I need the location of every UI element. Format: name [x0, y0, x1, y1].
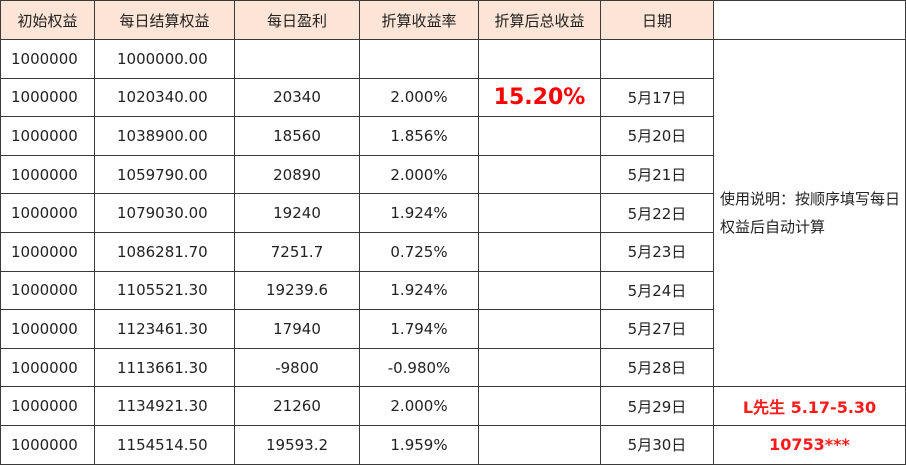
header-daily-settlement[interactable]: 每日结算权益: [94, 0, 235, 40]
header-empty[interactable]: [713, 0, 906, 40]
cell-daily-settlement[interactable]: 1154514.50: [94, 424, 235, 465]
cell-return-rate[interactable]: 1.924%: [359, 193, 479, 233]
cell-total-return[interactable]: [478, 386, 601, 426]
cell-daily-settlement[interactable]: 1059790.00: [94, 154, 235, 195]
cell-date[interactable]: 5月21日: [600, 154, 714, 195]
header-date[interactable]: 日期: [600, 0, 714, 40]
cell-daily-profit[interactable]: 19240: [234, 193, 360, 233]
table-row: 1000000 1123461.30 17940 1.794% 5月27日: [0, 309, 906, 349]
cell-daily-profit[interactable]: [234, 39, 360, 79]
cell-daily-profit[interactable]: 17940: [234, 309, 360, 349]
cell-date[interactable]: 5月20日: [600, 116, 714, 156]
cell-date[interactable]: 5月24日: [600, 270, 714, 311]
account-cell[interactable]: 10753***: [713, 424, 906, 465]
cell-daily-settlement[interactable]: 1086281.70: [94, 231, 235, 272]
cell-daily-settlement[interactable]: 1123461.30: [94, 309, 235, 349]
table-row: 1000000 1079030.00 19240 1.924% 5月22日: [0, 193, 906, 233]
cell-daily-profit[interactable]: 19593.2: [234, 424, 360, 465]
cell-daily-settlement[interactable]: 1020340.00: [94, 77, 235, 118]
cell-return-rate[interactable]: 1.794%: [359, 309, 479, 349]
header-daily-profit[interactable]: 每日盈利: [234, 0, 360, 40]
cell-date[interactable]: 5月17日: [600, 77, 714, 118]
cell-total-return[interactable]: 15.20%: [478, 77, 601, 118]
cell-daily-settlement[interactable]: 1000000.00: [94, 39, 235, 79]
cell-daily-settlement[interactable]: 1113661.30: [94, 347, 235, 388]
cell-initial-equity[interactable]: 1000000: [0, 270, 95, 311]
cell-date[interactable]: 5月29日: [600, 386, 714, 426]
table-row: 1000000 1000000.00 使用说明：按顺序填写每日权益后自动计算: [0, 38, 906, 388]
cell-initial-equity[interactable]: 1000000: [0, 424, 95, 465]
cell-daily-profit[interactable]: 19239.6: [234, 270, 360, 311]
cell-return-rate[interactable]: 2.000%: [359, 386, 479, 426]
cell-total-return[interactable]: [478, 116, 601, 156]
cell-daily-settlement[interactable]: 1038900.00: [94, 116, 235, 156]
table-row: 1000000 1134921.30 21260 2.000% 5月29日 L先生 5.1…: [0, 386, 906, 426]
cell-daily-settlement[interactable]: 1079030.00: [94, 193, 235, 233]
cell-total-return[interactable]: [478, 270, 601, 311]
cell-initial-equity[interactable]: 1000000: [0, 39, 95, 79]
cell-daily-profit[interactable]: 20890: [234, 154, 360, 195]
cell-return-rate[interactable]: 2.000%: [359, 77, 479, 118]
cell-return-rate[interactable]: 1.924%: [359, 270, 479, 311]
cell-initial-equity[interactable]: 1000000: [0, 193, 95, 233]
cell-total-return[interactable]: [478, 193, 601, 233]
table-row: 1000000 1105521.30 19239.6 1.924% 5月24日: [0, 270, 906, 311]
cell-daily-profit[interactable]: 21260: [234, 386, 360, 426]
cell-total-return[interactable]: [478, 154, 601, 195]
cell-return-rate[interactable]: [359, 39, 479, 79]
cell-daily-profit[interactable]: 18560: [234, 116, 360, 156]
cell-initial-equity[interactable]: 1000000: [0, 77, 95, 118]
header-row: 初始权益 每日结算权益 每日盈利 折算收益率 折算后总收益 日期: [0, 0, 906, 40]
cell-daily-profit[interactable]: 20340: [234, 77, 360, 118]
cell-date[interactable]: 5月22日: [600, 193, 714, 233]
cell-total-return[interactable]: [478, 231, 601, 272]
cell-date[interactable]: 5月30日: [600, 424, 714, 465]
table-row: 1000000 1154514.50 19593.2 1.959% 5月30日 10753…: [0, 424, 906, 465]
table-row: 1000000 1059790.00 20890 2.000% 5月21日: [0, 154, 906, 195]
cell-initial-equity[interactable]: 1000000: [0, 116, 95, 156]
cell-total-return[interactable]: [478, 309, 601, 349]
cell-total-return[interactable]: [478, 424, 601, 465]
usage-note[interactable]: 使用说明：按顺序填写每日权益后自动计算: [713, 38, 906, 388]
table-row: 1000000 1020340.00 20340 2.000% 15.20% 5月17日: [0, 77, 906, 118]
cell-daily-profit[interactable]: -9800: [234, 347, 360, 388]
cell-date[interactable]: [600, 39, 714, 79]
header-total-return[interactable]: 折算后总收益: [478, 0, 601, 40]
cell-initial-equity[interactable]: 1000000: [0, 309, 95, 349]
cell-date[interactable]: 5月27日: [600, 309, 714, 349]
header-initial-equity[interactable]: 初始权益: [0, 0, 95, 40]
table-row: 1000000 1086281.70 7251.7 0.725% 5月23日: [0, 231, 906, 272]
cell-date[interactable]: 5月23日: [600, 231, 714, 272]
cell-initial-equity[interactable]: 1000000: [0, 347, 95, 388]
cell-date[interactable]: 5月28日: [600, 347, 714, 388]
cell-total-return[interactable]: [478, 39, 601, 79]
header-return-rate[interactable]: 折算收益率: [359, 0, 479, 40]
cell-total-return[interactable]: [478, 347, 601, 388]
cell-return-rate[interactable]: 1.959%: [359, 424, 479, 465]
table-row: 1000000 1038900.00 18560 1.856% 5月20日: [0, 116, 906, 156]
cell-daily-profit[interactable]: 7251.7: [234, 231, 360, 272]
cell-daily-settlement[interactable]: 1134921.30: [94, 386, 235, 426]
cell-return-rate[interactable]: 0.725%: [359, 231, 479, 272]
cell-return-rate[interactable]: 2.000%: [359, 154, 479, 195]
cell-initial-equity[interactable]: 1000000: [0, 154, 95, 195]
table-row: 1000000 1113661.30 -9800 -0.980% 5月28日: [0, 347, 906, 388]
cell-initial-equity[interactable]: 1000000: [0, 386, 95, 426]
signature-cell[interactable]: L先生 5.17-5.30: [713, 386, 906, 426]
cell-initial-equity[interactable]: 1000000: [0, 231, 95, 272]
cell-return-rate[interactable]: 1.856%: [359, 116, 479, 156]
cell-return-rate[interactable]: -0.980%: [359, 347, 479, 388]
cell-daily-settlement[interactable]: 1105521.30: [94, 270, 235, 311]
